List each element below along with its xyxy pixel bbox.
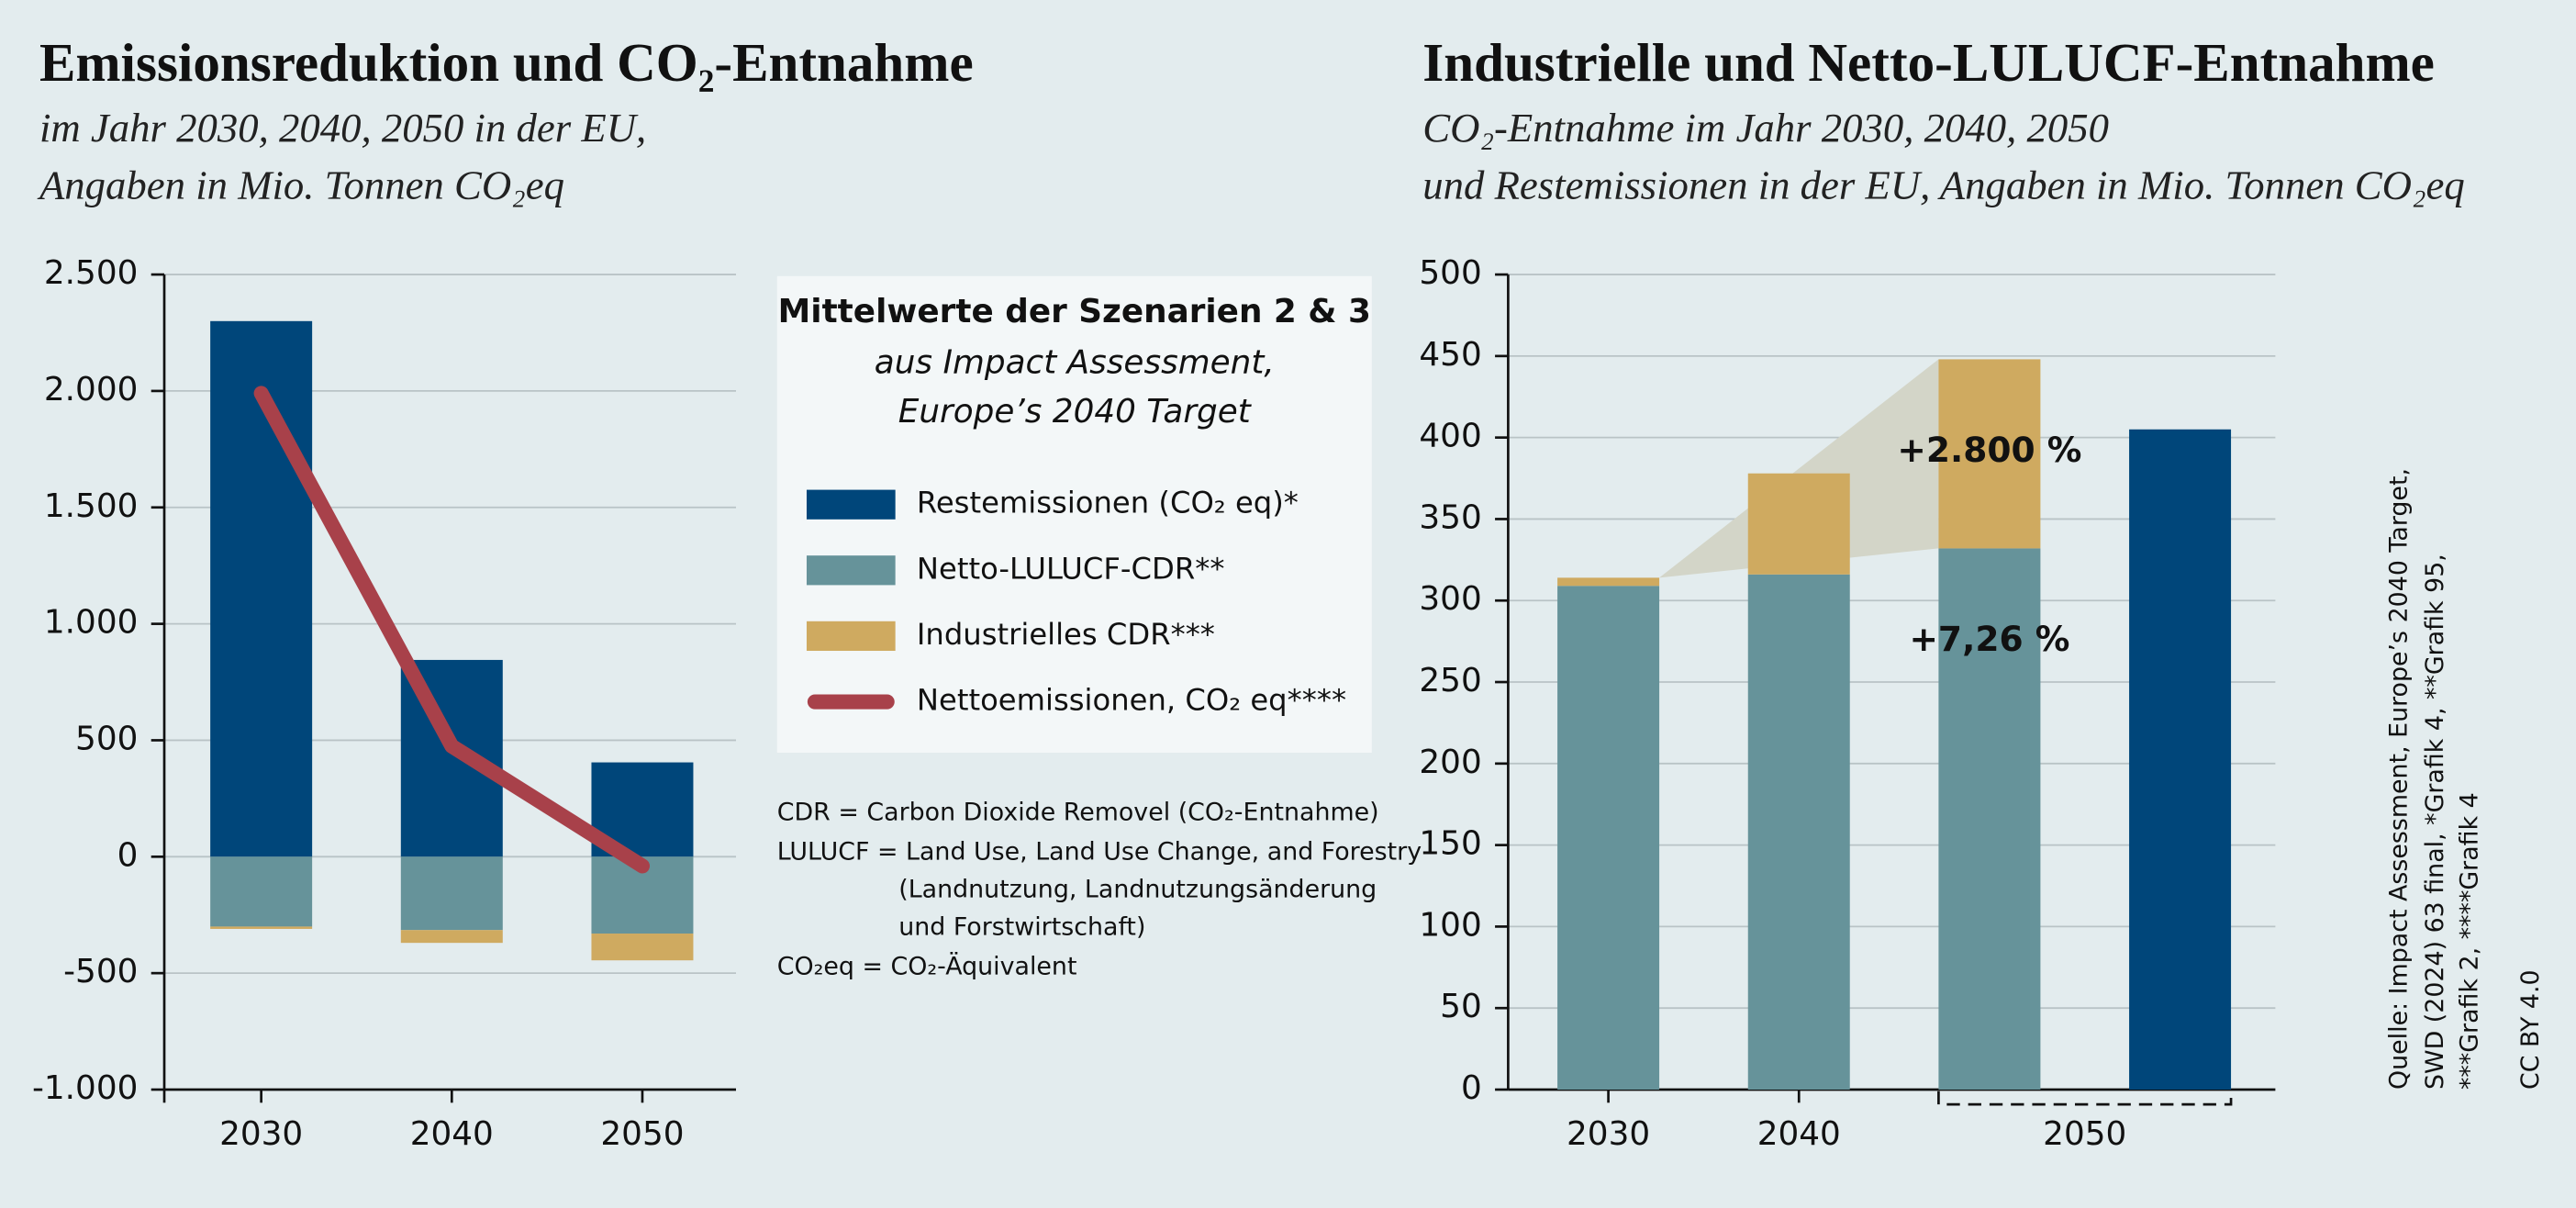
y-tick-label: 350: [1419, 498, 1481, 536]
line: [253, 386, 651, 874]
bar: [1938, 359, 2041, 549]
bar: [1938, 548, 2041, 1090]
bar: [210, 926, 313, 929]
highlight-wedge: [1659, 359, 1939, 578]
bar: [1557, 586, 1660, 1090]
legend-swatch: [806, 555, 896, 586]
legend-label: Restemissionen (CO₂ eq)*: [917, 486, 1299, 520]
legend-swatch: [806, 489, 896, 520]
note: und Forstwirtschaft): [898, 913, 1145, 942]
y-tick-label: 1.500: [44, 487, 138, 525]
annotation: +2.800 %: [1897, 430, 2081, 470]
category-bracket: [1937, 1091, 2233, 1106]
chart-subtitle: CO₂-Entnahme im Jahr 2030, 2040, 2050: [1422, 105, 2109, 151]
x-tick-label: 2040: [1757, 1115, 1841, 1153]
y-tick-label: 50: [1440, 988, 1482, 1025]
legend-label: Netto-LULUCF-CDR**: [917, 551, 1225, 586]
chart-subtitle: Angaben in Mio. Tonnen CO₂eq: [37, 162, 564, 208]
license: CC BY 4.0: [2516, 969, 2545, 1090]
y-tick-label: 250: [1419, 662, 1481, 699]
note: LULUCF = Land Use, Land Use Change, and …: [777, 837, 1422, 866]
annotation: +7,26 %: [1909, 619, 2069, 659]
chart-title: Emissionsreduktion und CO₂-Entnahme: [39, 32, 974, 93]
y-tick-label: 500: [1419, 254, 1481, 292]
source: ***Grafik 2, ****Grafik 4: [2456, 792, 2484, 1090]
y-tick-label: 450: [1419, 336, 1481, 374]
bar: [1747, 473, 1850, 575]
x-tick-label: 2050: [2043, 1115, 2126, 1153]
legend-subtitle: aus Impact Assessment,: [875, 343, 1275, 381]
x-tick-label: 2030: [219, 1115, 303, 1153]
y-tick-label: 500: [75, 720, 138, 757]
x-tick-label: 2040: [410, 1115, 494, 1153]
x-tick-label: 2050: [600, 1115, 684, 1153]
legend-label: Nettoemissionen, CO₂ eq****: [917, 683, 1346, 718]
bar: [591, 934, 694, 961]
y-tick-label: 300: [1419, 580, 1481, 618]
y-tick-label: 1.000: [44, 604, 138, 642]
bar: [210, 320, 313, 857]
bar: [1747, 574, 1850, 1090]
y-tick-label: 200: [1419, 744, 1481, 781]
y-tick-label: -1.000: [32, 1069, 138, 1107]
bar: [400, 856, 503, 931]
y-tick-label: 150: [1419, 825, 1481, 863]
chart-subtitle: im Jahr 2030, 2040, 2050 in der EU,: [39, 105, 646, 151]
source: Quelle: Impact Assessment, Europe’s 2040…: [2385, 468, 2414, 1090]
chart-subtitle: und Restemissionen in der EU, Angaben in…: [1422, 162, 2464, 208]
bar: [2129, 429, 2232, 1090]
legend-subtitle: Europe’s 2040 Target: [898, 393, 1253, 431]
source: SWD (2024) 63 final, *Grafik 4, **Grafik…: [2421, 554, 2449, 1090]
y-tick-label: 400: [1419, 418, 1481, 455]
y-tick-label: 0: [1461, 1069, 1482, 1107]
note: CDR = Carbon Dioxide Removel (CO₂-Entnah…: [777, 798, 1379, 826]
bar: [400, 930, 503, 944]
x-tick-label: 2030: [1567, 1115, 1650, 1153]
legend-label: Industrielles CDR***: [917, 617, 1215, 652]
y-tick-label: 2.000: [44, 371, 138, 408]
bar: [1557, 577, 1660, 587]
bar: [210, 856, 313, 927]
y-tick-label: 2.500: [44, 254, 138, 292]
note: (Landnutzung, Landnutzungsänderung: [898, 876, 1377, 904]
y-tick-label: -500: [63, 953, 138, 990]
note: CO₂eq = CO₂-Äquivalent: [777, 952, 1077, 981]
legend-swatch: [806, 621, 896, 652]
chart-title: Industrielle und Netto-LULUCF-Entnahme: [1422, 32, 2435, 93]
y-tick-label: 100: [1419, 906, 1481, 944]
y-tick-label: 0: [117, 836, 139, 874]
legend-title: Mittelwerte der Szenarien 2 & 3: [778, 293, 1371, 330]
